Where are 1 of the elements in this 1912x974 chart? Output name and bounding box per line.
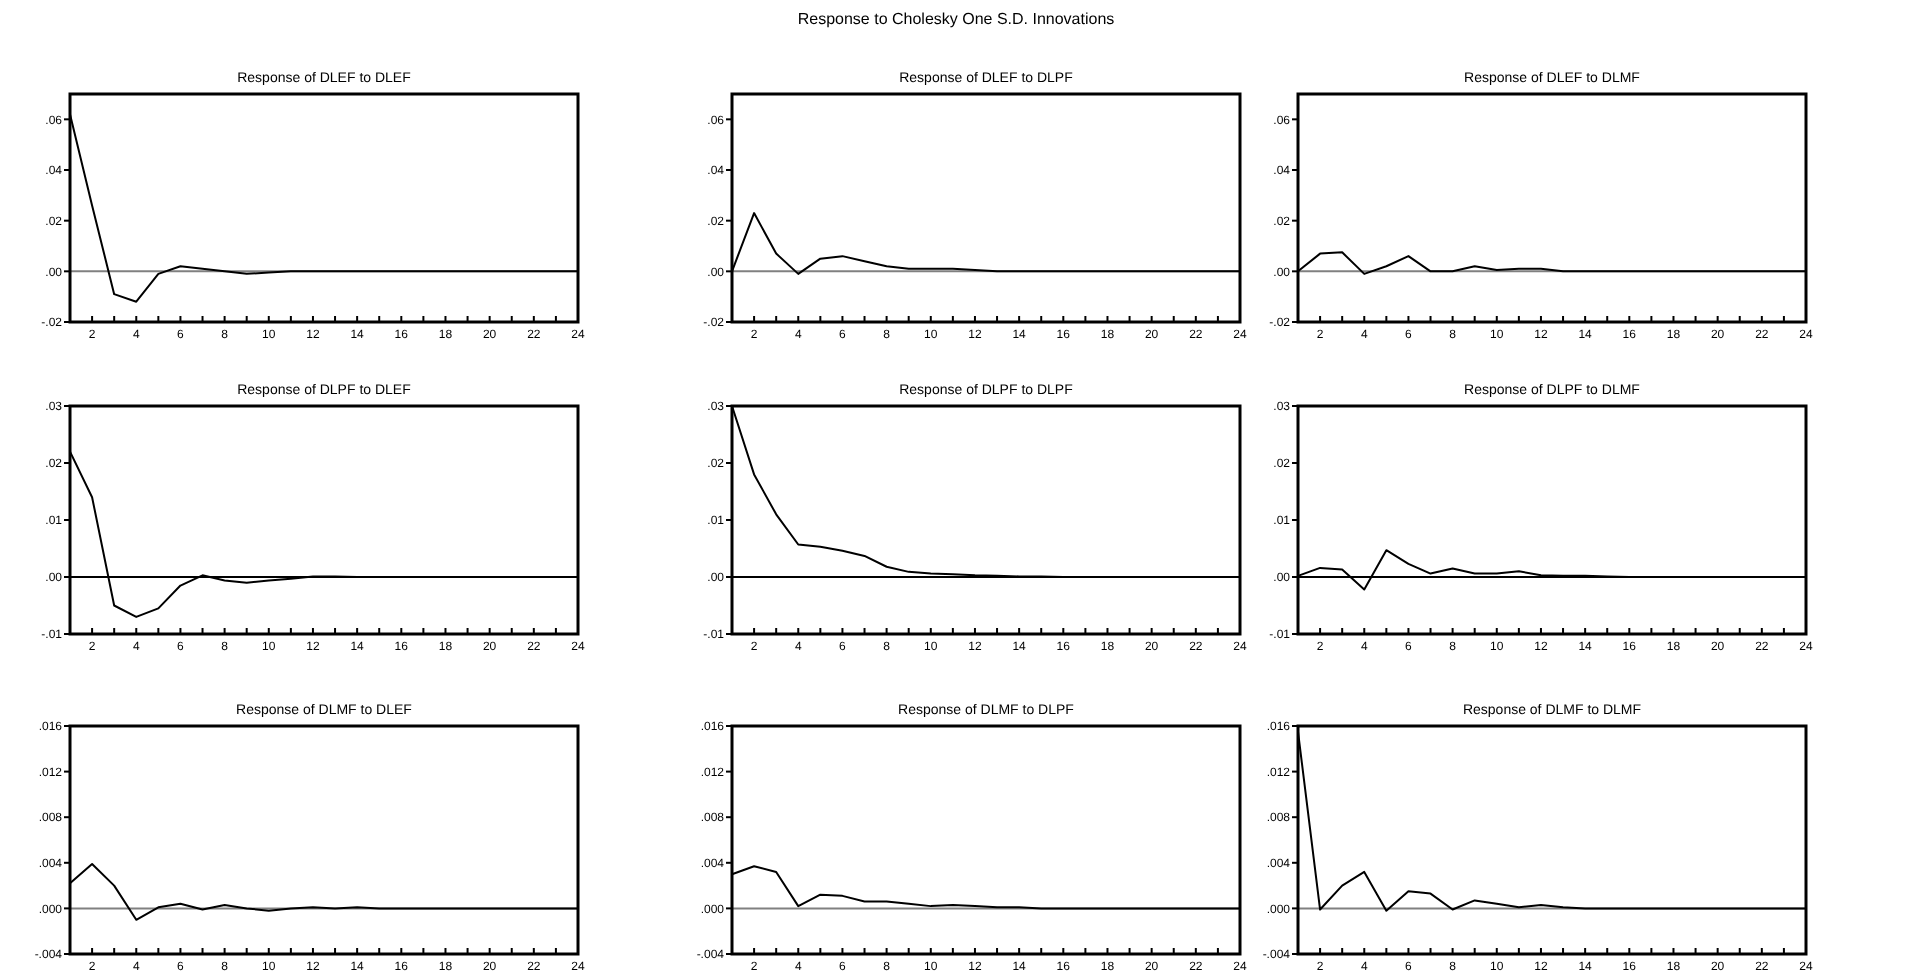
text: Response to Cholesky One S.D. Innovations: [797, 10, 1115, 28]
